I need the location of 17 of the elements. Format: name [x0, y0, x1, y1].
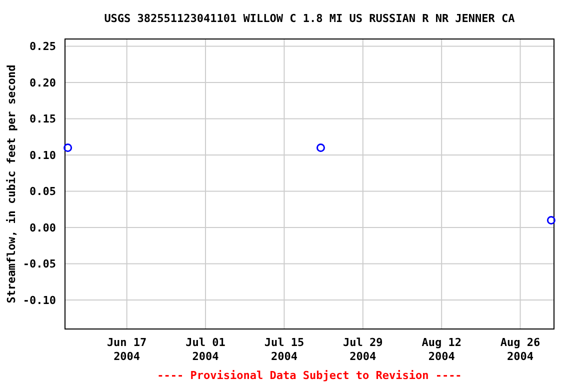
y-tick-label: 0.25 [30, 40, 56, 54]
y-tick-label: 0.15 [30, 112, 56, 126]
y-tick-label: 0.05 [30, 185, 56, 198]
y-tick-label: 0.10 [30, 148, 56, 162]
x-tick-label: Aug 12 2004 [422, 336, 462, 363]
x-tick-label: Aug 26 2004 [500, 336, 541, 363]
text: ---- Provisional Data Subject to Revision ---- [157, 369, 462, 382]
x-tick-label: Jul 15 2004 [264, 336, 304, 363]
y-tick-label: -0.10 [22, 294, 56, 307]
y-axis-title: Streamflow, in cubic feet per second [5, 64, 18, 304]
x-tick-label: Jul 01 2004 [186, 336, 226, 363]
x-tick-label: Jun 17 2004 [106, 336, 147, 363]
chart-title: USGS 382551123041101 WILLOW C 1.8 MI US RUSSIAN R NR JENNER CA [104, 12, 516, 25]
y-tick-label: 0.00 [30, 221, 56, 234]
x-tick-label: Jul 29 2004 [343, 336, 383, 363]
y-tick-label: -0.05 [22, 258, 56, 271]
y-tick-label: 0.20 [30, 76, 56, 90]
